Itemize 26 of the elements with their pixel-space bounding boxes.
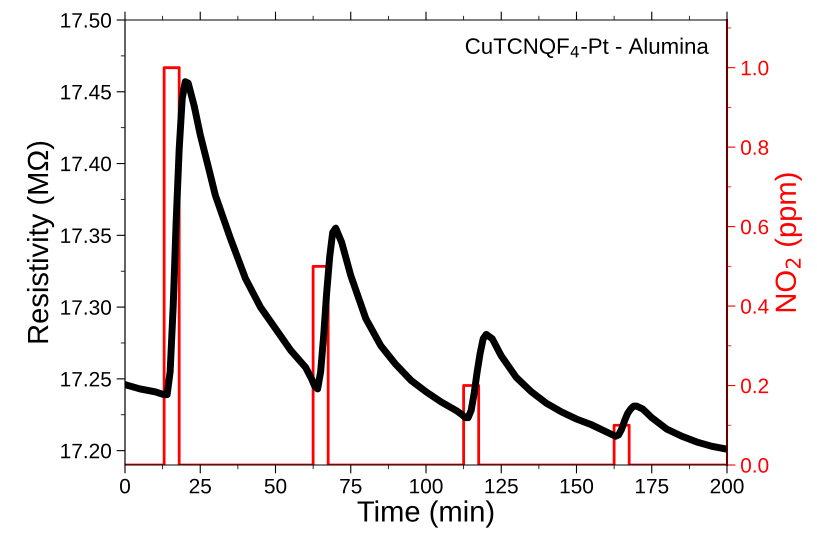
y-tick-label: 17.20 [61,444,111,458]
y2-tick-label: 0.6 [741,220,768,234]
x-axis-title: Time (min) [358,500,494,528]
x-tick-label: 175 [636,478,668,494]
y-tick-label: 17.25 [61,372,111,387]
annotation: CuTCNQF$_{4}$-Pt - Alumina [466,38,709,58]
x-tick-label: 125 [485,478,518,494]
y-tick-label: 17.40 [61,156,111,172]
y2-tick-label: 1.0 [742,60,768,76]
x-tick-label: 150 [560,478,594,494]
x-tick-label: 75 [340,478,362,494]
x-tick-label: 50 [264,478,286,494]
x-tick-label: 200 [710,478,744,494]
x-tick-label: 25 [190,478,211,494]
y2-tick-label: 0.2 [741,378,768,394]
y2-tick-label: 0.8 [741,140,768,155]
y2-tick-label: 0.0 [741,458,768,473]
y2-axis-title: NO$_{2}$ (ppm) [774,173,802,312]
y-axis-title: Resistivity (MΩ) [26,142,54,343]
x-tick-label: 0 [120,478,130,494]
y-tick-label: 17.50 [61,13,111,28]
y-tick-label: 17.35 [61,228,111,244]
y2-tick-label: 0.4 [741,299,769,314]
x-tick-label: 100 [410,478,443,494]
y-tick-label: 17.45 [61,84,111,100]
y-tick-label: 17.30 [61,300,111,315]
